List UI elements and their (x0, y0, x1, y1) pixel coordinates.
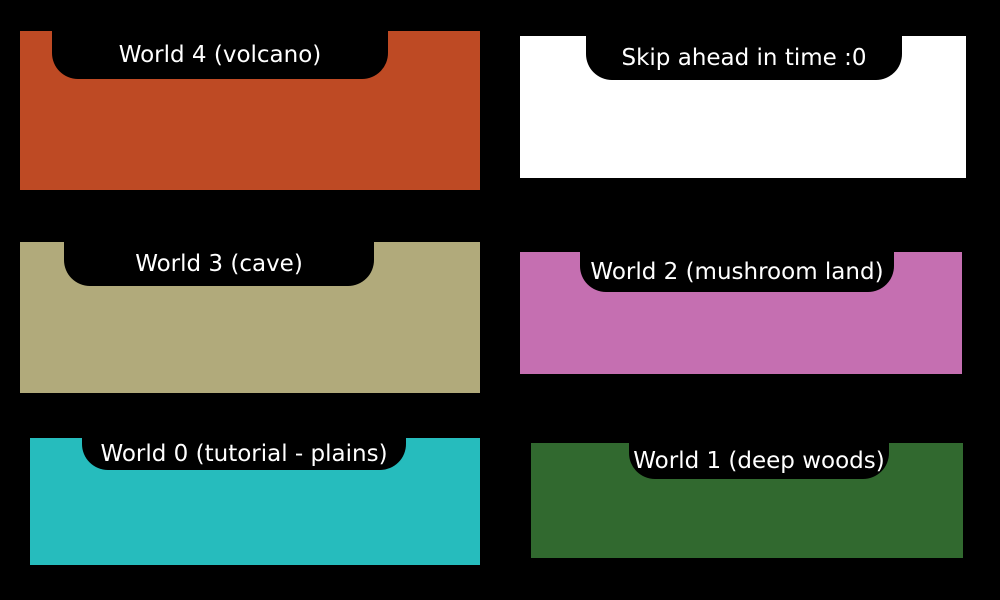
world-3-cave-button[interactable]: World 3 (cave) (20, 242, 480, 393)
world-3-label: World 3 (cave) (64, 242, 374, 286)
skip-ahead-button[interactable]: Skip ahead in time :0 (520, 36, 966, 178)
world-1-label: World 1 (deep woods) (629, 443, 889, 479)
world-1-deep-woods-button[interactable]: World 1 (deep woods) (531, 443, 963, 558)
world-0-tutorial-plains-button[interactable]: World 0 (tutorial - plains) (30, 438, 480, 565)
world-2-label: World 2 (mushroom land) (580, 252, 894, 292)
world-4-label: World 4 (volcano) (52, 31, 388, 79)
world-4-volcano-button[interactable]: World 4 (volcano) (20, 31, 480, 190)
skip-ahead-label: Skip ahead in time :0 (586, 36, 902, 80)
world-0-label: World 0 (tutorial - plains) (82, 438, 406, 470)
world-2-mushroom-land-button[interactable]: World 2 (mushroom land) (520, 252, 962, 374)
